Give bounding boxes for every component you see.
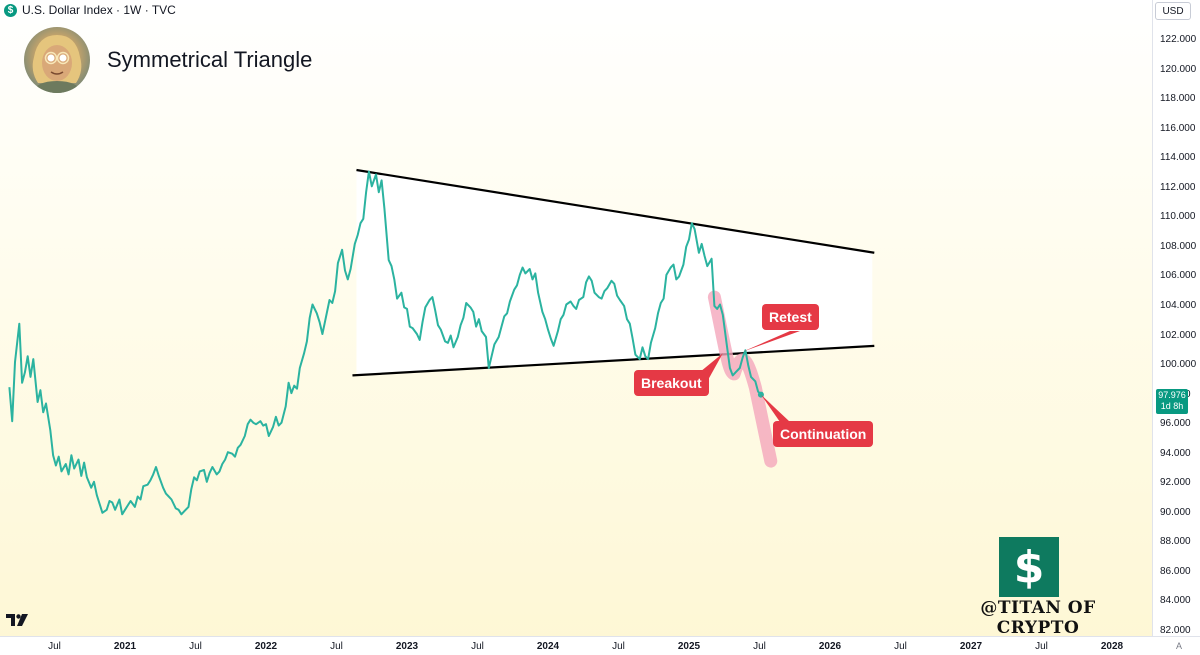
month-tick-label: Jul: [48, 641, 61, 652]
last-price-value: 97.976: [1158, 390, 1186, 400]
price-tick-label: 112.000: [1160, 181, 1196, 193]
breakout-annotation: Breakout: [634, 370, 709, 396]
retest-annotation: Retest: [762, 304, 819, 330]
symbol-title: U.S. Dollar Index · 1W · TVC: [22, 3, 176, 17]
tradingview-logo-icon[interactable]: [6, 614, 28, 628]
price-tick-label: 118.000: [1160, 93, 1196, 105]
year-tick-label: 2026: [818, 641, 842, 652]
price-tick-label: 88.000: [1160, 536, 1191, 548]
last-price-tag: 97.976 1d 8h: [1156, 389, 1188, 414]
year-tick-label: 2025: [677, 641, 701, 652]
year-tick-label: 2028: [1100, 641, 1124, 652]
dollar-brand-icon: $: [999, 537, 1059, 597]
currency-selector[interactable]: USD: [1155, 2, 1191, 20]
triangle-fill: [356, 170, 873, 376]
price-tick-label: 82.000: [1160, 625, 1191, 636]
price-tick-label: 86.000: [1160, 565, 1191, 577]
price-tick-label: 90.000: [1160, 506, 1191, 518]
symbol-header[interactable]: $ U.S. Dollar Index · 1W · TVC: [4, 2, 176, 18]
dxy-price-line: [8, 170, 762, 516]
price-tick-label: 94.000: [1160, 447, 1191, 459]
price-axis[interactable]: [1152, 0, 1200, 636]
month-tick-label: Jul: [471, 641, 484, 652]
month-tick-label: Jul: [612, 641, 625, 652]
year-tick-label: 2023: [395, 641, 419, 652]
year-tick-label: 2021: [113, 641, 137, 652]
upper-trendline: [356, 168, 875, 254]
price-tick-label: 84.000: [1160, 595, 1191, 607]
price-tick-label: 108.000: [1160, 240, 1197, 252]
price-tick-label: 122.000: [1160, 34, 1197, 45]
continuation-annotation: Continuation: [773, 421, 874, 447]
price-tick-label: 110.000: [1160, 211, 1196, 223]
month-tick-label: Jul: [330, 641, 343, 652]
continuation-pointer: [760, 394, 790, 422]
bar-countdown: 1d 8h: [1160, 401, 1184, 411]
year-tick-label: 2027: [959, 641, 983, 652]
avatar-portrait-icon: [32, 35, 82, 93]
lower-trendline: [352, 344, 875, 377]
price-tick-label: 120.000: [1160, 63, 1197, 75]
month-tick-label: Jul: [894, 641, 907, 652]
month-tick-label: Jul: [1035, 641, 1048, 652]
price-tick-label: 96.000: [1160, 418, 1191, 430]
time-axis[interactable]: [0, 636, 1200, 655]
price-tick-label: 102.000: [1160, 329, 1197, 341]
price-tick-label: 106.000: [1160, 270, 1197, 282]
price-tick-label: 114.000: [1160, 152, 1196, 164]
price-tick-label: 104.000: [1160, 299, 1197, 311]
month-tick-label: Jul: [189, 641, 202, 652]
month-tick-label: Jul: [753, 641, 766, 652]
watermark-text: @TITAN OF CRYPTO: [980, 598, 1096, 638]
price-tick-label: 100.000: [1160, 359, 1197, 371]
year-tick-label: 2022: [254, 641, 278, 652]
retest-pointer: [742, 331, 800, 352]
author-avatar: [24, 27, 90, 93]
dollar-symbol-icon: $: [4, 3, 17, 17]
year-tick-label: 2024: [536, 641, 560, 652]
price-tick-label: 92.000: [1160, 477, 1191, 489]
chart-title: Symmetrical Triangle: [107, 47, 313, 72]
price-tick-label: 116.000: [1160, 122, 1196, 134]
auto-scale-toggle[interactable]: A: [1176, 641, 1183, 651]
